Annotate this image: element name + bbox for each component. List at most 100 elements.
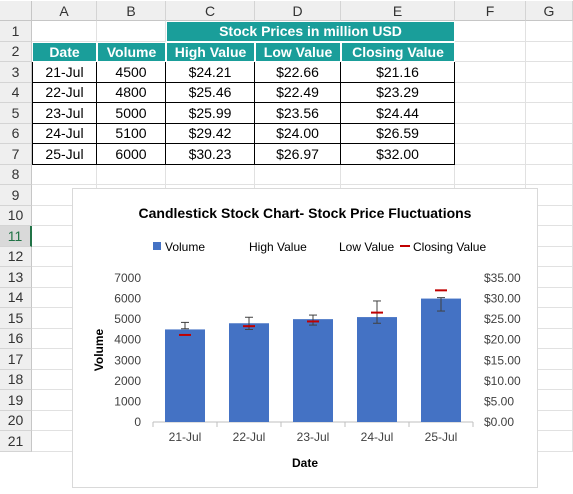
column-header-e[interactable]: E — [341, 1, 455, 21]
y2-tick-label: $25.00 — [484, 312, 521, 326]
legend-swatch-volume — [153, 242, 161, 250]
table-cell[interactable]: 24-Jul — [32, 123, 97, 144]
row-header-12[interactable]: 12 — [0, 246, 32, 267]
y-tick-label: 1000 — [114, 394, 141, 408]
table-cell[interactable]: $24.44 — [341, 103, 455, 124]
row-header-4[interactable]: 4 — [0, 82, 32, 103]
table-cell[interactable]: 5100 — [97, 123, 166, 144]
column-header-d[interactable]: D — [255, 1, 341, 21]
table-cell[interactable]: $26.97 — [255, 144, 341, 165]
row-header-15[interactable]: 15 — [0, 308, 32, 329]
table-cell[interactable]: $32.00 — [341, 144, 455, 165]
row-header-20[interactable]: 20 — [0, 410, 32, 431]
table-cell[interactable]: $21.16 — [341, 62, 455, 83]
table-cell[interactable]: $23.56 — [255, 103, 341, 124]
cell[interactable] — [455, 144, 526, 165]
cell[interactable] — [455, 21, 526, 42]
table-cell[interactable]: 22-Jul — [32, 82, 97, 103]
cell[interactable] — [455, 41, 526, 62]
column-header-a[interactable]: A — [32, 1, 97, 21]
table-cell[interactable]: $24.00 — [255, 123, 341, 144]
cell[interactable] — [526, 82, 573, 103]
table-cell[interactable]: 6000 — [97, 144, 166, 165]
cell[interactable] — [455, 82, 526, 103]
y2-tick-label: $20.00 — [484, 333, 521, 347]
cell[interactable] — [455, 164, 526, 185]
cell[interactable] — [526, 123, 573, 144]
row-header-11[interactable]: 11 — [0, 226, 32, 247]
table-cell[interactable]: 4500 — [97, 62, 166, 83]
table-cell[interactable]: 21-Jul — [32, 62, 97, 83]
y-tick-label: 6000 — [114, 292, 141, 306]
column-header-f[interactable]: F — [455, 1, 526, 21]
row-header-18[interactable]: 18 — [0, 369, 32, 390]
cell[interactable] — [455, 123, 526, 144]
cell[interactable] — [526, 144, 573, 165]
chart-canvas: Candlestick Stock Chart- Stock Price Flu… — [92, 205, 521, 470]
volume-bar — [165, 329, 205, 422]
cell[interactable] — [97, 164, 166, 185]
table-cell[interactable]: $24.21 — [166, 62, 255, 83]
column-header-g[interactable]: G — [526, 1, 573, 21]
x-tick-label: 24-Jul — [361, 430, 394, 444]
group-header-cell[interactable]: Stock Prices in million USD — [166, 21, 455, 42]
table-cell[interactable]: $25.46 — [166, 82, 255, 103]
row-header-1[interactable]: 1 — [0, 21, 32, 42]
row-header-3[interactable]: 3 — [0, 62, 32, 83]
table-cell[interactable]: 4800 — [97, 82, 166, 103]
table-cell[interactable]: 25-Jul — [32, 144, 97, 165]
table-cell[interactable]: $23.29 — [341, 82, 455, 103]
cell[interactable] — [526, 21, 573, 42]
table-cell[interactable]: 5000 — [97, 103, 166, 124]
y2-tick-label: $15.00 — [484, 353, 521, 367]
cell[interactable] — [526, 41, 573, 62]
y-tick-label: 2000 — [114, 374, 141, 388]
cell[interactable] — [32, 21, 97, 42]
select-all-corner[interactable] — [0, 1, 32, 21]
row-header-14[interactable]: 14 — [0, 287, 32, 308]
cell[interactable] — [255, 164, 341, 185]
header-cell[interactable]: Volume — [97, 41, 166, 62]
y2-tick-label: $35.00 — [484, 271, 521, 285]
cell[interactable] — [526, 103, 573, 124]
header-cell[interactable]: Closing Value — [341, 41, 455, 62]
y-tick-label: 3000 — [114, 353, 141, 367]
table-cell[interactable]: 23-Jul — [32, 103, 97, 124]
row-header-7[interactable]: 7 — [0, 144, 32, 165]
table-cell[interactable]: $25.99 — [166, 103, 255, 124]
cell[interactable] — [166, 164, 255, 185]
chart-title: Candlestick Stock Chart- Stock Price Flu… — [139, 205, 472, 221]
header-cell[interactable]: Date — [32, 41, 97, 62]
header-cell[interactable]: High Value — [166, 41, 255, 62]
row-header-8[interactable]: 8 — [0, 164, 32, 185]
table-cell[interactable]: $29.42 — [166, 123, 255, 144]
table-cell[interactable]: $22.66 — [255, 62, 341, 83]
volume-bar — [357, 317, 397, 422]
y-axis-title: Volume — [92, 328, 106, 371]
legend-entry: Closing Value — [413, 240, 486, 254]
row-header-13[interactable]: 13 — [0, 267, 32, 288]
candlestick-chart[interactable]: Candlestick Stock Chart- Stock Price Flu… — [72, 188, 538, 488]
row-header-9[interactable]: 9 — [0, 185, 32, 206]
row-header-17[interactable]: 17 — [0, 349, 32, 370]
column-header-b[interactable]: B — [97, 1, 166, 21]
table-cell[interactable]: $30.23 — [166, 144, 255, 165]
row-header-19[interactable]: 19 — [0, 390, 32, 411]
cell[interactable] — [32, 164, 97, 185]
header-cell[interactable]: Low Value — [255, 41, 341, 62]
row-header-21[interactable]: 21 — [0, 431, 32, 452]
cell[interactable] — [341, 164, 455, 185]
cell[interactable] — [455, 103, 526, 124]
column-header-c[interactable]: C — [166, 1, 255, 21]
cell[interactable] — [97, 21, 166, 42]
row-header-16[interactable]: 16 — [0, 328, 32, 349]
row-header-2[interactable]: 2 — [0, 41, 32, 62]
cell[interactable] — [526, 164, 573, 185]
row-header-5[interactable]: 5 — [0, 103, 32, 124]
cell[interactable] — [526, 62, 573, 83]
table-cell[interactable]: $22.49 — [255, 82, 341, 103]
row-header-10[interactable]: 10 — [0, 205, 32, 226]
row-header-6[interactable]: 6 — [0, 123, 32, 144]
table-cell[interactable]: $26.59 — [341, 123, 455, 144]
cell[interactable] — [455, 62, 526, 83]
